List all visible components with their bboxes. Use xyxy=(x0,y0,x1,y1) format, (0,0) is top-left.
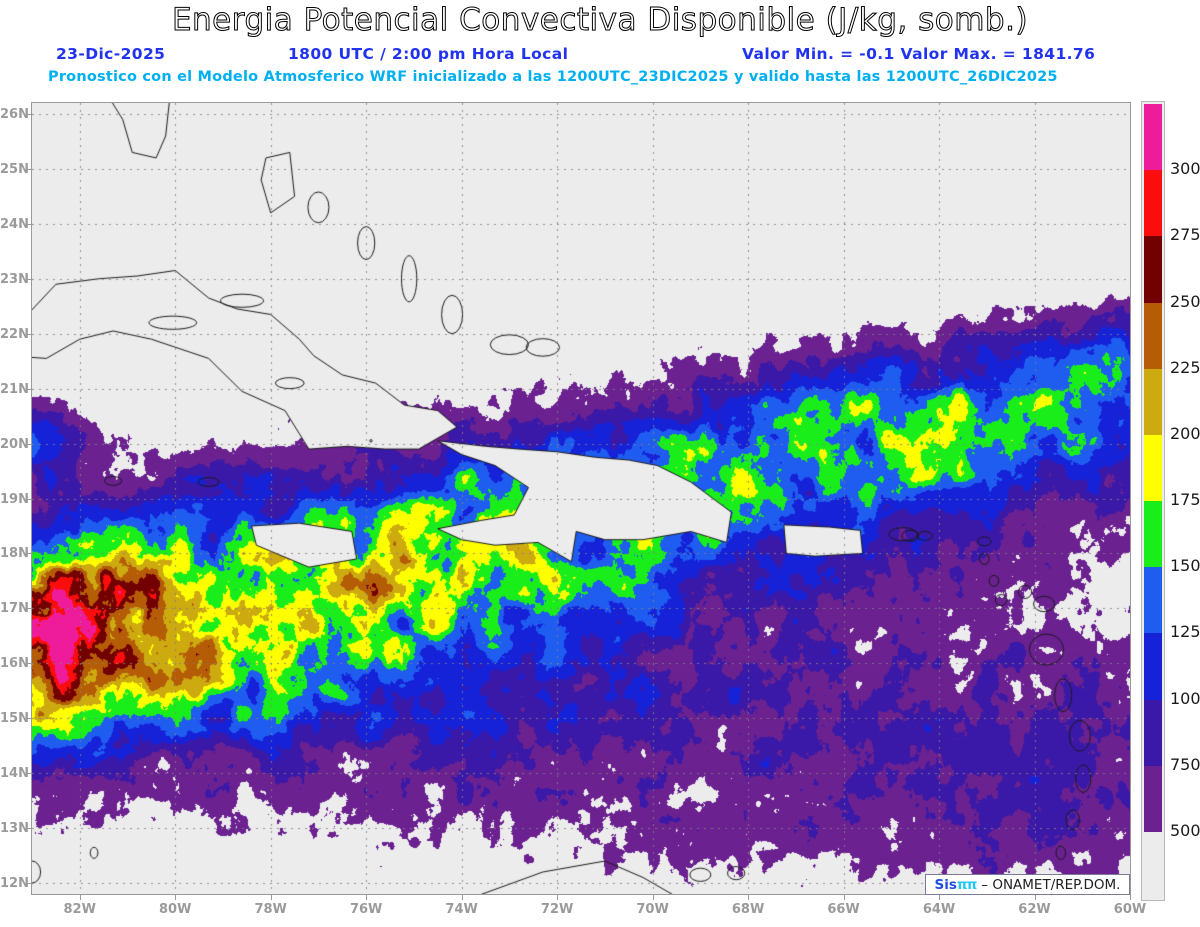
y-axis-tick xyxy=(26,773,31,775)
colorbar-tick-label: 2500 xyxy=(1170,291,1200,311)
x-axis-tick xyxy=(461,895,463,900)
colorbar xyxy=(1141,101,1165,901)
y-axis-tick-label: 21N xyxy=(0,381,29,397)
y-axis-tick-label: 17N xyxy=(0,601,29,617)
x-axis-tick xyxy=(557,895,559,900)
y-axis-tick xyxy=(26,718,31,720)
x-axis-tick xyxy=(1034,895,1036,900)
logo-org-text: – ONAMET/REP.DOM. xyxy=(981,876,1121,893)
x-axis-tick xyxy=(652,895,654,900)
colorbar-tick-label: 750 xyxy=(1170,754,1200,774)
x-axis-tick xyxy=(843,895,845,900)
model-description: Pronostico con el Modelo Atmosferico WRF… xyxy=(48,69,1058,85)
colorbar-tick-label: 1500 xyxy=(1170,556,1200,576)
forecast-time: 1800 UTC / 2:00 pm Hora Local xyxy=(288,45,569,63)
colorbar-band xyxy=(1144,368,1162,436)
y-axis-tick xyxy=(26,553,31,555)
colorbar-band xyxy=(1144,302,1162,370)
y-axis-tick xyxy=(26,168,31,170)
x-axis-tick-label: 78W xyxy=(254,902,287,917)
y-axis-tick-label: 23N xyxy=(0,271,29,287)
colorbar-band xyxy=(1144,501,1162,568)
colorbar-tick-label: 2250 xyxy=(1170,357,1200,377)
y-axis-tick xyxy=(26,663,31,665)
y-axis-tick xyxy=(26,883,31,884)
colorbar-band xyxy=(1144,104,1162,171)
colorbar-tick-label: 1750 xyxy=(1170,490,1200,509)
x-axis-tick-label: 80W xyxy=(158,902,192,917)
y-axis-tick xyxy=(26,388,31,390)
x-axis-tick-label: 82W xyxy=(63,902,96,917)
colorbar-band xyxy=(1144,633,1162,701)
y-axis-tick-label: 26N xyxy=(0,106,29,122)
x-axis-tick-label: 70W xyxy=(636,902,669,917)
y-axis-tick xyxy=(26,333,31,335)
y-axis-tick-label: 16N xyxy=(0,656,29,672)
colorbar-tick-label: 2750 xyxy=(1170,225,1200,245)
cape-contour-canvas xyxy=(32,103,1130,894)
y-axis-tick xyxy=(26,113,31,115)
colorbar-tick-label: 1250 xyxy=(1170,622,1200,642)
chart-header: Energia Potencial Convectiva Disponible … xyxy=(0,0,1200,96)
colorbar-band xyxy=(1144,567,1162,634)
y-axis-tick-label: 18N xyxy=(0,546,29,562)
attribution-logo: Sis ππ – ONAMET/REP.DOM. xyxy=(925,874,1130,895)
y-axis-tick xyxy=(26,443,31,445)
y-axis-tick-label: 19N xyxy=(0,491,29,507)
x-axis-tick-label: 66W xyxy=(827,902,860,917)
y-axis-tick xyxy=(26,498,31,500)
colorbar-band xyxy=(1144,236,1162,304)
x-axis-tick-label: 74W xyxy=(445,902,478,917)
forecast-date: 23-Dic-2025 xyxy=(56,45,166,63)
map-plot-area xyxy=(31,102,1131,895)
colorbar-bands xyxy=(1144,104,1162,899)
colorbar-tick-label: 2000 xyxy=(1170,423,1200,443)
y-axis-tick xyxy=(26,223,31,225)
value-range-text: Valor Min. = -0.1 Valor Max. = 1841.76 xyxy=(742,45,1096,63)
colorbar-tick-label: 3000 xyxy=(1170,159,1200,179)
y-axis-tick-label: 15N xyxy=(0,711,29,727)
x-axis-tick-label: 60W xyxy=(1113,902,1147,917)
logo-pi-icon: ππ xyxy=(956,876,977,893)
colorbar-band xyxy=(1144,765,1162,833)
colorbar-tick-label: 500 xyxy=(1170,820,1200,840)
y-axis-tick-label: 25N xyxy=(0,161,29,177)
x-axis-tick-label: 72W xyxy=(540,902,574,917)
x-axis-tick xyxy=(270,895,272,900)
x-axis-tick-label: 76W xyxy=(349,902,383,917)
x-axis-tick xyxy=(366,895,368,900)
y-axis-tick xyxy=(26,278,31,280)
colorbar-tick-label: 1000 xyxy=(1170,688,1200,708)
y-axis-tick-label: 12N xyxy=(0,876,29,891)
y-axis-tick xyxy=(26,828,31,830)
y-axis-tick-label: 24N xyxy=(0,216,29,232)
page-title: Energia Potencial Convectiva Disponible … xyxy=(171,2,1029,39)
x-axis-tick-label: 64W xyxy=(922,902,956,917)
colorbar-band xyxy=(1144,170,1162,237)
x-axis-tick xyxy=(939,895,941,900)
colorbar-band xyxy=(1144,699,1162,767)
logo-sis-text: Sis xyxy=(934,876,957,893)
x-axis-tick xyxy=(748,895,750,900)
y-axis-tick-label: 13N xyxy=(0,821,29,837)
x-axis-tick xyxy=(175,895,177,900)
y-axis-tick-label: 22N xyxy=(0,326,29,342)
x-axis-tick xyxy=(79,895,81,900)
colorbar-band xyxy=(1144,434,1162,502)
y-axis-tick-label: 20N xyxy=(0,436,29,452)
colorbar-band xyxy=(1144,831,1162,899)
y-axis-tick-label: 14N xyxy=(0,766,29,782)
x-axis-tick-label: 62W xyxy=(1018,902,1051,917)
y-axis-tick xyxy=(26,608,31,610)
x-axis-tick xyxy=(1130,895,1131,900)
x-axis-tick-label: 68W xyxy=(731,902,765,917)
